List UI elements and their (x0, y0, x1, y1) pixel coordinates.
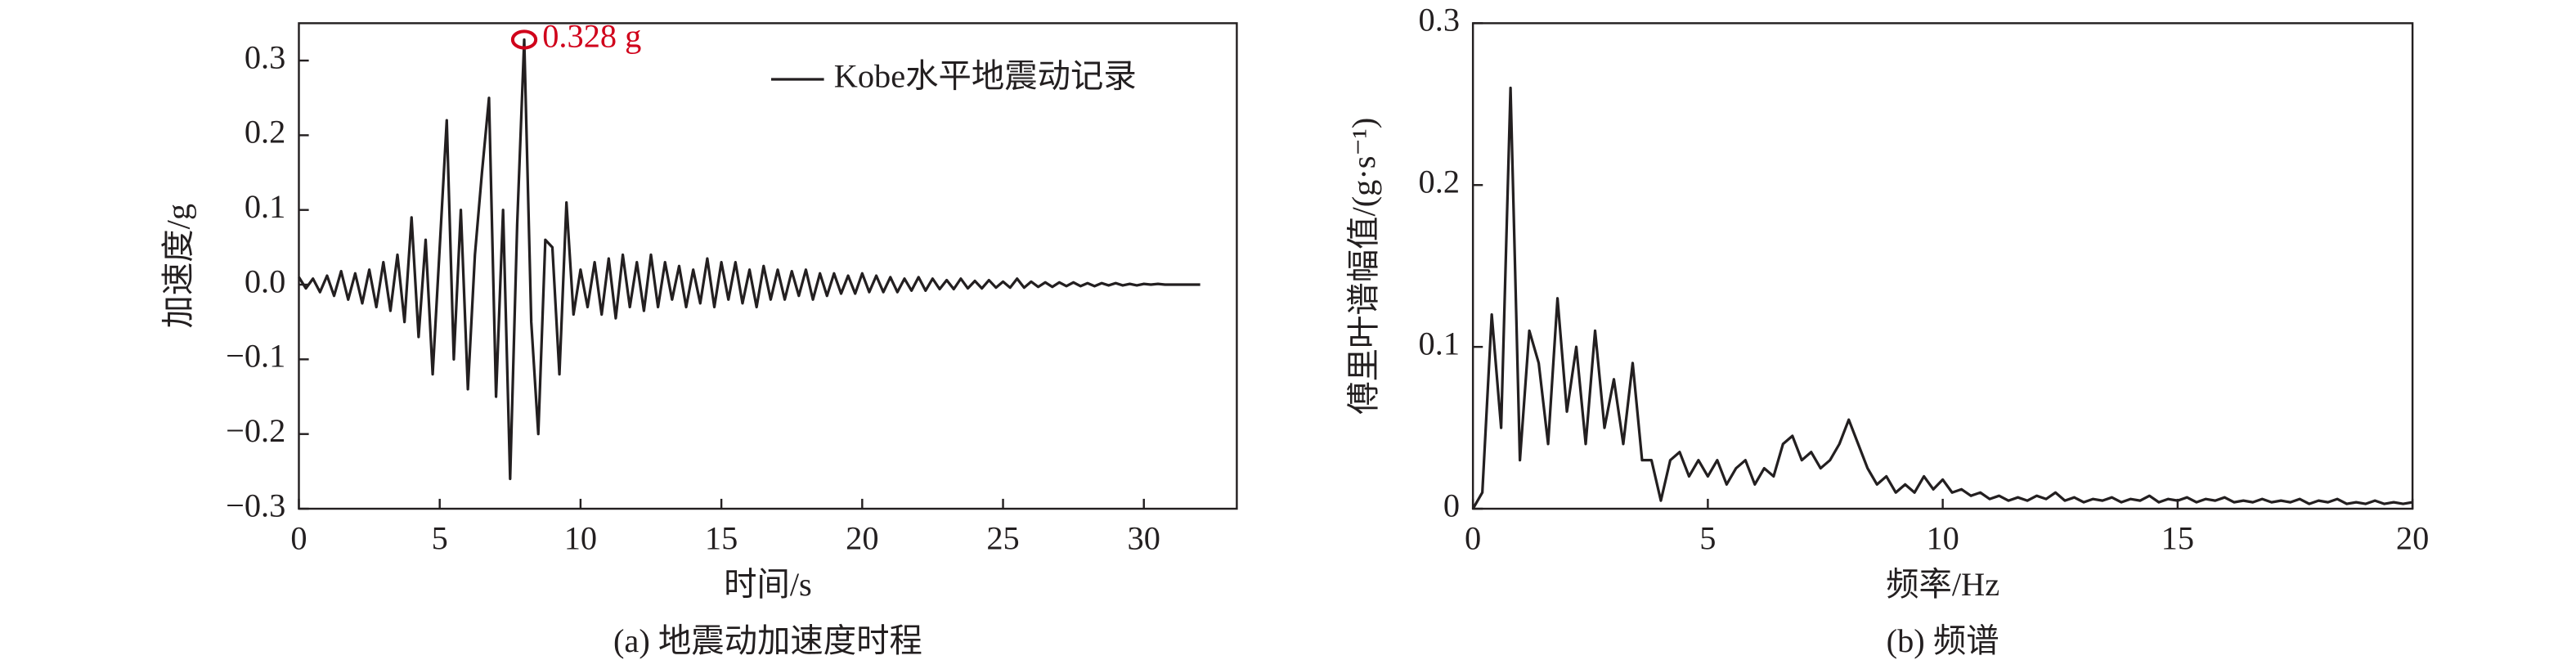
plot-frame (1471, 22, 2414, 510)
peak-annotation: 0.328 g (542, 18, 641, 55)
y-axis-label: 傅里叶谱幅值/(g·s⁻¹) (1345, 118, 1382, 415)
y-axis-label: 加速度/g (159, 204, 196, 329)
y-tick-label: 0.1 (1419, 325, 1460, 361)
y-tick-label: 0.0 (245, 263, 285, 299)
x-tick-label: 20 (846, 520, 878, 557)
y-tick-label: 0.2 (1419, 164, 1460, 200)
peak-marker (510, 29, 538, 50)
x-tick-label: 10 (564, 520, 597, 557)
plot-frame (298, 22, 1238, 510)
chart-caption: (a) 地震动加速度时程 (613, 622, 922, 659)
x-tick-label: 10 (1926, 520, 1959, 557)
y-tick-label: 0.2 (245, 114, 285, 150)
legend-label: Kobe水平地震动记录 (834, 57, 1137, 94)
x-tick-label: 0 (1465, 520, 1481, 557)
x-tick-label: 25 (986, 520, 1019, 557)
x-tick-label: 5 (432, 520, 448, 557)
y-tick-label: 0.3 (1419, 2, 1460, 38)
y-tick-label: 0.3 (245, 38, 285, 75)
x-tick-label: 20 (2396, 520, 2429, 557)
x-tick-label: 5 (1699, 520, 1716, 557)
y-tick-label: 0 (1443, 487, 1460, 523)
x-tick-label: 15 (705, 520, 738, 557)
x-axis-label: 频率/Hz (1886, 566, 1999, 603)
y-tick-label: 0.1 (245, 188, 285, 225)
x-tick-label: 30 (1128, 520, 1160, 557)
data-line (298, 38, 1200, 481)
data-line (1471, 86, 2413, 510)
chart-caption: (b) 频谱 (1887, 622, 1999, 659)
x-axis-label: 时间/s (724, 566, 812, 603)
x-tick-label: 0 (290, 520, 307, 557)
y-tick-label: −0.2 (226, 412, 285, 449)
x-tick-label: 15 (2161, 520, 2194, 557)
y-tick-label: −0.3 (226, 487, 285, 523)
y-tick-label: −0.1 (226, 338, 285, 375)
